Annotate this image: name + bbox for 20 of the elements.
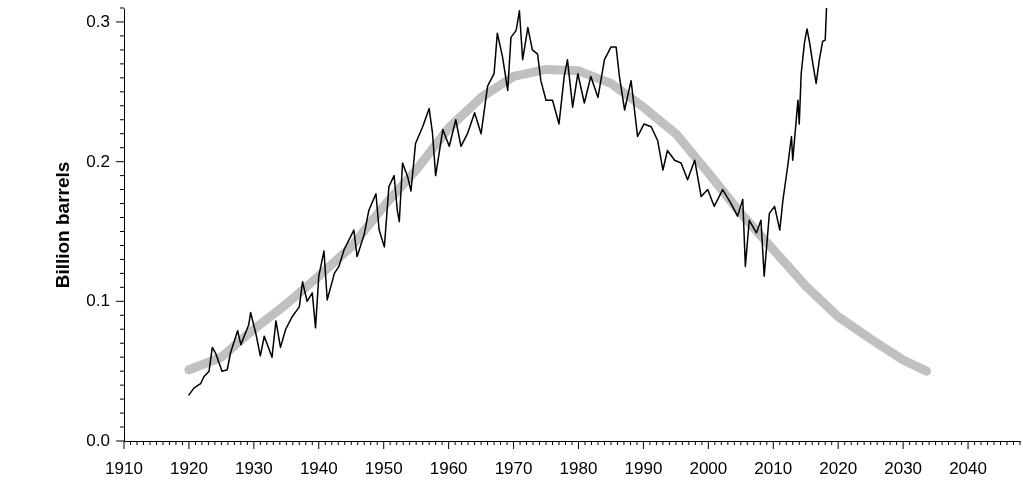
y-tick-label: 0.1: [86, 291, 110, 311]
x-tick-label: 1910: [105, 459, 143, 478]
x-tick-label: 2020: [819, 459, 858, 478]
x-tick-label: 1990: [624, 459, 663, 478]
x-tick-label: 1970: [494, 459, 533, 478]
x-tick-label: 2030: [884, 459, 923, 478]
x-tick-label: 2010: [754, 459, 793, 478]
line-series: [188, 8, 828, 396]
y-tick-label: 0.3: [86, 11, 110, 31]
y-tick-label: 0.0: [86, 431, 110, 450]
x-tick-label: 1960: [429, 459, 468, 478]
x-tick-label: 2040: [949, 459, 987, 478]
x-tick-label: 1930: [234, 459, 273, 478]
x-tick-label: 2000: [689, 459, 728, 478]
y-tick-label: 0.2: [86, 151, 110, 171]
x-tick-label: 1950: [364, 459, 403, 478]
x-tick-label: 1980: [559, 459, 598, 478]
y-axis-title: Billion barrels: [51, 161, 73, 289]
x-tick-label: 1920: [170, 459, 208, 478]
x-tick-label: 1940: [299, 459, 338, 478]
